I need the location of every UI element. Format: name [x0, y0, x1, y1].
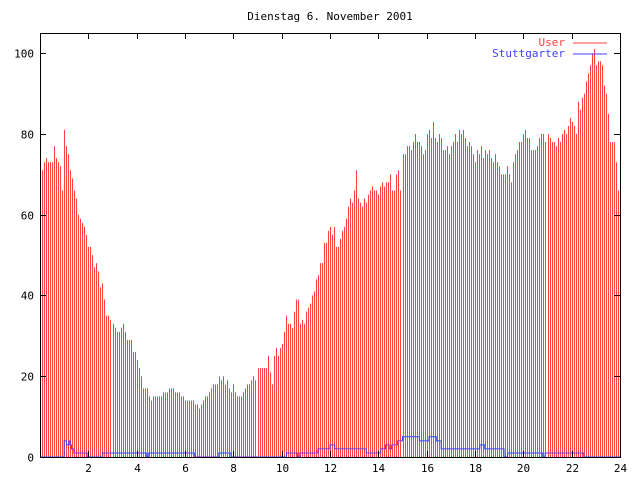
x-tick-label: 4	[134, 462, 141, 475]
legend: User Stuttgarter	[492, 36, 607, 60]
y-tick-label: 40	[21, 290, 34, 303]
x-tick-label: 12	[324, 462, 337, 475]
y-tick-label: 80	[21, 129, 34, 142]
legend-label-user: User	[539, 36, 566, 49]
x-tick-label: 14	[372, 462, 386, 475]
stuttgarter-step-line	[40, 436, 620, 458]
x-tick-label: 10	[276, 462, 289, 475]
legend-label-stuttgarter: Stuttgarter	[492, 47, 565, 60]
x-tick-label: 22	[566, 462, 579, 475]
x-tick-label: 24	[614, 462, 628, 475]
x-tick-label: 20	[517, 462, 530, 475]
x-tick-label: 16	[421, 462, 434, 475]
stuttgarter-line	[40, 436, 620, 458]
y-tick-label: 100	[14, 48, 34, 61]
x-tick-label: 6	[182, 462, 189, 475]
y-tick-label: 60	[21, 210, 34, 223]
y-tick-label: 20	[21, 371, 34, 384]
x-tick-label: 2	[85, 462, 92, 475]
y-tick-label: 0	[27, 452, 34, 465]
x-tick-label: 8	[230, 462, 237, 475]
x-tick-label: 18	[469, 462, 482, 475]
chart-title: Dienstag 6. November 2001	[247, 10, 413, 23]
user-bars	[40, 49, 619, 457]
